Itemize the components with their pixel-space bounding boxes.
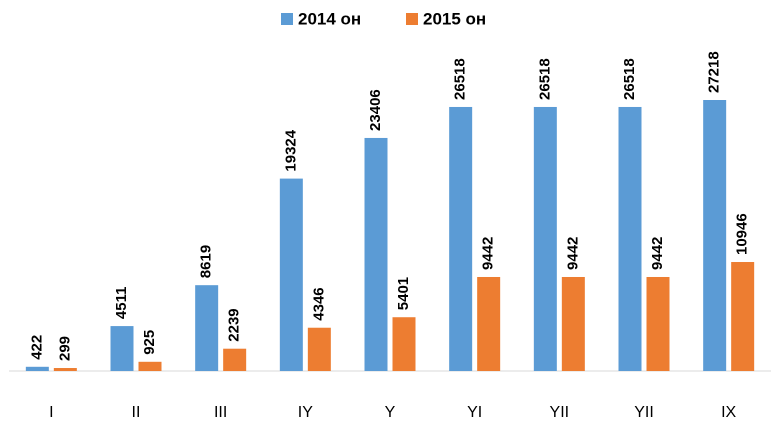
bar: [646, 276, 670, 371]
x-tick-label: I: [49, 404, 53, 421]
value-label: 4511: [113, 287, 130, 320]
x-tick-label: Y: [385, 404, 396, 421]
value-label: 925: [141, 330, 158, 355]
value-label: 26518: [621, 58, 638, 100]
x-tick-label: IY: [298, 404, 313, 421]
bar: [307, 327, 331, 371]
bar: [533, 106, 557, 371]
value-label: 9442: [480, 237, 497, 270]
value-label: 10946: [734, 213, 751, 255]
value-label: 23406: [367, 89, 384, 131]
x-tick-label: III: [214, 404, 227, 421]
value-label: 27218: [706, 51, 723, 93]
x-tick-label: YII: [634, 404, 654, 421]
value-label: 422: [28, 335, 45, 360]
bar: [364, 137, 388, 371]
value-label: 2239: [226, 308, 243, 341]
x-tick-label: YII: [550, 404, 570, 421]
bar: [53, 368, 77, 371]
x-tick-label: YI: [467, 404, 482, 421]
bar: [25, 366, 49, 371]
bar: [561, 276, 585, 371]
value-label: 9442: [649, 237, 666, 270]
x-tick-label: IX: [721, 404, 736, 421]
value-label: 19324: [282, 129, 299, 171]
value-label: 4346: [310, 287, 327, 320]
bar: [477, 276, 501, 371]
bar: [731, 262, 755, 371]
bar: [110, 326, 134, 371]
legend-swatch: [281, 13, 293, 25]
bar: [279, 178, 303, 371]
bar: [223, 348, 247, 371]
value-label: 299: [56, 336, 73, 361]
value-label: 9442: [564, 237, 581, 270]
value-label: 5401: [395, 277, 412, 310]
bar: [392, 317, 416, 371]
legend-label: 2014 он: [298, 9, 361, 28]
x-tick-label: II: [132, 404, 141, 421]
bar: [703, 100, 727, 371]
value-label: 8619: [198, 245, 215, 278]
bar: [618, 106, 642, 371]
bar: [138, 361, 162, 371]
legend-swatch: [406, 13, 418, 25]
value-label: 26518: [452, 58, 469, 100]
legend-label: 2015 он: [423, 9, 486, 28]
bar: [195, 285, 219, 371]
value-label: 26518: [536, 58, 553, 100]
bar: [449, 106, 473, 371]
